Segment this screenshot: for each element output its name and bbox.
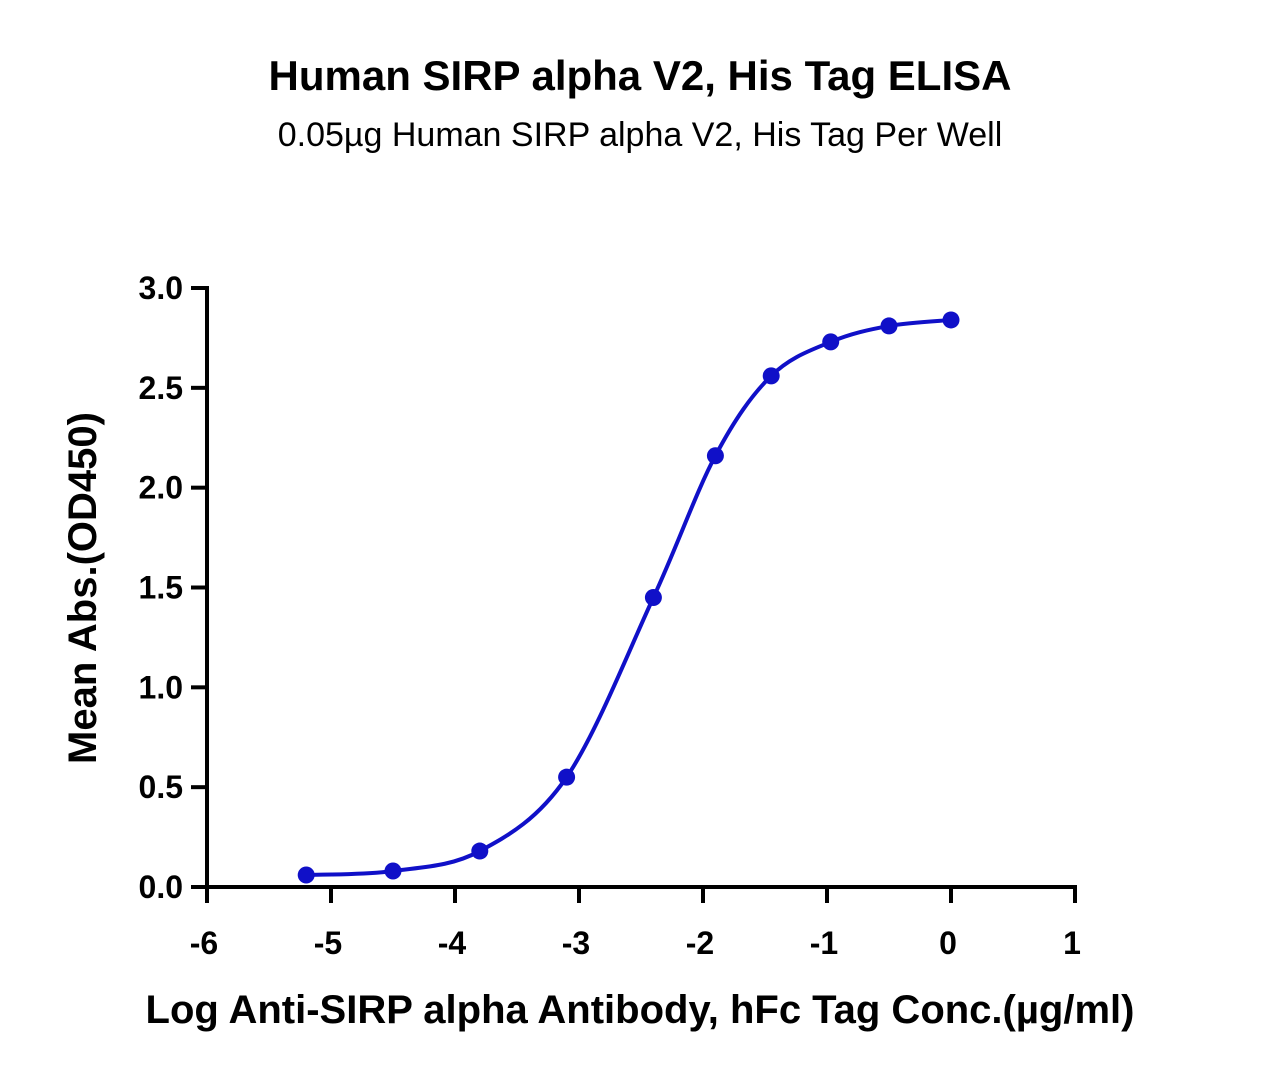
x-axis-label: Log Anti-SIRP alpha Antibody, hFc Tag Co…	[145, 988, 1135, 1032]
x-tick-label: -5	[314, 925, 342, 961]
data-point	[762, 367, 780, 385]
points-layer	[297, 311, 960, 884]
y-tick-label: 2.0	[139, 470, 183, 506]
data-point	[297, 866, 315, 884]
x-tick-label: -2	[686, 925, 714, 961]
data-point	[558, 768, 576, 786]
data-point	[471, 842, 489, 860]
series-line	[306, 317, 952, 878]
chart-subtitle: 0.05µg Human SIRP alpha V2, His Tag Per …	[277, 116, 1003, 154]
y-tick-label: 0.5	[139, 769, 183, 805]
data-point	[706, 447, 724, 465]
x-tick-label: 1	[1063, 925, 1081, 961]
x-tick-label: 0	[939, 925, 957, 961]
y-tick-label: 1.5	[139, 570, 183, 606]
data-point	[822, 333, 840, 351]
x-tick-label: -3	[562, 925, 590, 961]
x-tick-label: -4	[438, 925, 467, 961]
y-axis-label: Mean Abs.(OD450)	[61, 412, 105, 764]
data-point	[644, 588, 662, 606]
y-tick-label: 1.0	[139, 669, 183, 705]
data-point	[384, 862, 402, 880]
y-tick-label: 3.0	[139, 270, 183, 306]
curve-layer	[306, 317, 952, 878]
data-point	[942, 311, 960, 329]
x-tick-label: -6	[190, 925, 218, 961]
ticks: 0.0 0.5 1.0 1.5 2.0 2.5 3.0 -6 -5 -4 -3 -2 -1 0 1	[139, 270, 1081, 961]
y-tick-label: 0.0	[139, 869, 183, 905]
x-tick-label: -1	[810, 925, 838, 961]
y-tick-label: 2.5	[139, 370, 183, 406]
chart-title: Human SIRP alpha V2, His Tag ELISA	[268, 52, 1012, 99]
data-point	[880, 317, 898, 335]
axes	[205, 286, 1077, 889]
